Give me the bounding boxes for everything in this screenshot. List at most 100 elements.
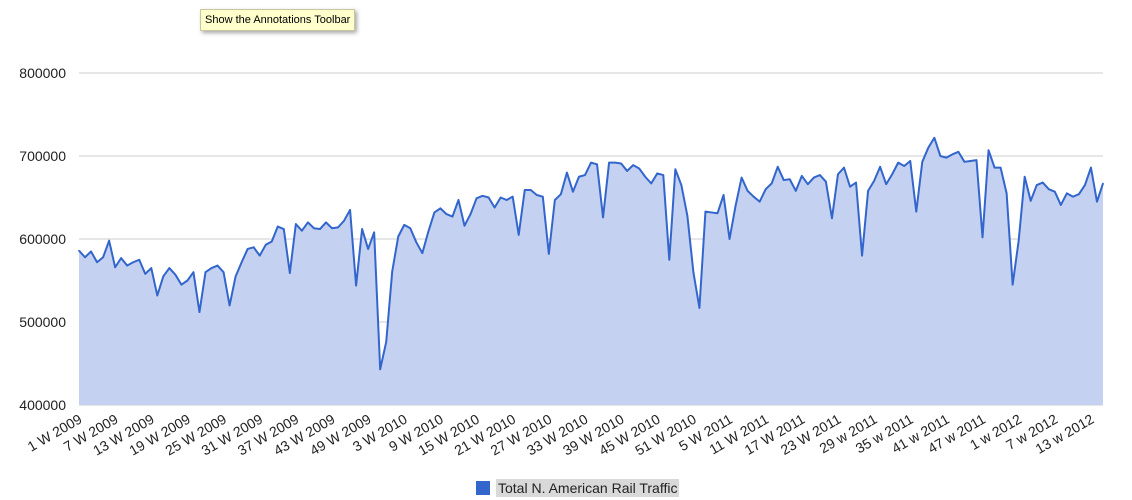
data-point — [355, 284, 357, 287]
data-point — [710, 211, 713, 214]
data-point — [638, 167, 640, 170]
plot-area — [78, 136, 1104, 406]
data-point — [1066, 192, 1068, 195]
data-point — [84, 256, 86, 259]
data-point — [776, 165, 779, 168]
data-point — [276, 225, 279, 228]
data-point — [307, 221, 309, 224]
data-point — [987, 149, 990, 151]
data-point — [457, 199, 460, 201]
data-point — [343, 219, 345, 222]
data-point — [445, 213, 448, 215]
data-point — [590, 161, 592, 164]
data-point — [782, 179, 785, 181]
data-point — [102, 256, 104, 259]
data-point — [584, 174, 586, 176]
data-point — [427, 230, 430, 233]
data-point — [264, 244, 267, 246]
data-point — [680, 184, 683, 186]
data-point — [433, 211, 436, 214]
data-point — [499, 196, 502, 199]
data-point — [740, 176, 743, 179]
data-point — [385, 341, 388, 343]
data-point — [511, 195, 514, 198]
data-point — [801, 175, 803, 177]
data-point — [451, 215, 454, 218]
data-point — [1096, 200, 1098, 203]
data-point — [999, 166, 1002, 169]
data-point — [403, 224, 406, 226]
data-point — [361, 228, 363, 230]
data-point — [578, 175, 580, 178]
data-point — [156, 294, 159, 297]
data-point — [204, 271, 207, 274]
data-point — [481, 195, 484, 197]
data-point — [168, 267, 171, 269]
data-point — [572, 190, 574, 193]
data-point — [674, 168, 677, 171]
data-point — [620, 162, 622, 165]
data-point — [132, 261, 135, 264]
data-point — [487, 196, 490, 199]
data-point — [668, 258, 671, 261]
data-point — [951, 153, 954, 156]
legend-label: Total N. American Rail Traffic — [496, 479, 680, 497]
data-point — [439, 207, 442, 210]
data-point — [463, 224, 466, 227]
data-point — [1054, 190, 1056, 193]
data-point — [246, 248, 249, 250]
data-point — [933, 136, 936, 139]
data-point — [993, 166, 996, 169]
data-point — [283, 228, 285, 230]
data-point — [523, 189, 526, 191]
data-point — [379, 368, 381, 371]
y-tick-label: 500000 — [19, 314, 66, 330]
legend-swatch — [476, 481, 490, 495]
data-point — [969, 160, 972, 162]
data-point — [807, 183, 809, 186]
data-point — [234, 275, 237, 278]
data-point — [493, 206, 496, 209]
data-point — [939, 155, 942, 157]
data-point — [909, 160, 912, 162]
data-point — [662, 174, 665, 176]
data-point — [758, 200, 761, 203]
data-point — [867, 190, 869, 192]
data-point — [397, 235, 400, 238]
data-point — [885, 183, 887, 186]
data-point — [873, 180, 875, 182]
y-tick-label: 600000 — [19, 231, 66, 247]
data-point — [192, 271, 195, 274]
data-point — [915, 210, 918, 213]
data-point — [186, 279, 189, 282]
data-point — [1041, 181, 1044, 184]
data-point — [734, 205, 737, 207]
data-point — [475, 197, 478, 200]
chart-legend[interactable]: Total N. American Rail Traffic — [476, 478, 680, 498]
data-point — [325, 221, 327, 224]
data-points — [78, 136, 1104, 371]
data-point — [855, 181, 857, 184]
data-point — [1023, 175, 1026, 178]
data-point — [843, 166, 845, 169]
data-point — [349, 209, 351, 211]
data-point — [770, 182, 773, 185]
series-area — [79, 137, 1103, 406]
data-point — [535, 194, 538, 196]
data-point — [252, 246, 255, 249]
data-point — [795, 190, 797, 192]
y-axis-tick-labels: 400000 500000 600000 700000 800000 — [19, 65, 66, 413]
data-point — [295, 223, 297, 225]
data-point — [692, 271, 695, 274]
data-point — [686, 214, 689, 217]
data-point — [469, 213, 472, 215]
data-point — [632, 164, 634, 166]
data-point — [602, 216, 604, 219]
data-point — [258, 254, 261, 257]
data-point — [108, 239, 110, 242]
data-point — [861, 254, 863, 257]
data-point — [921, 161, 924, 163]
data-point — [1029, 200, 1032, 202]
data-point — [746, 190, 749, 192]
